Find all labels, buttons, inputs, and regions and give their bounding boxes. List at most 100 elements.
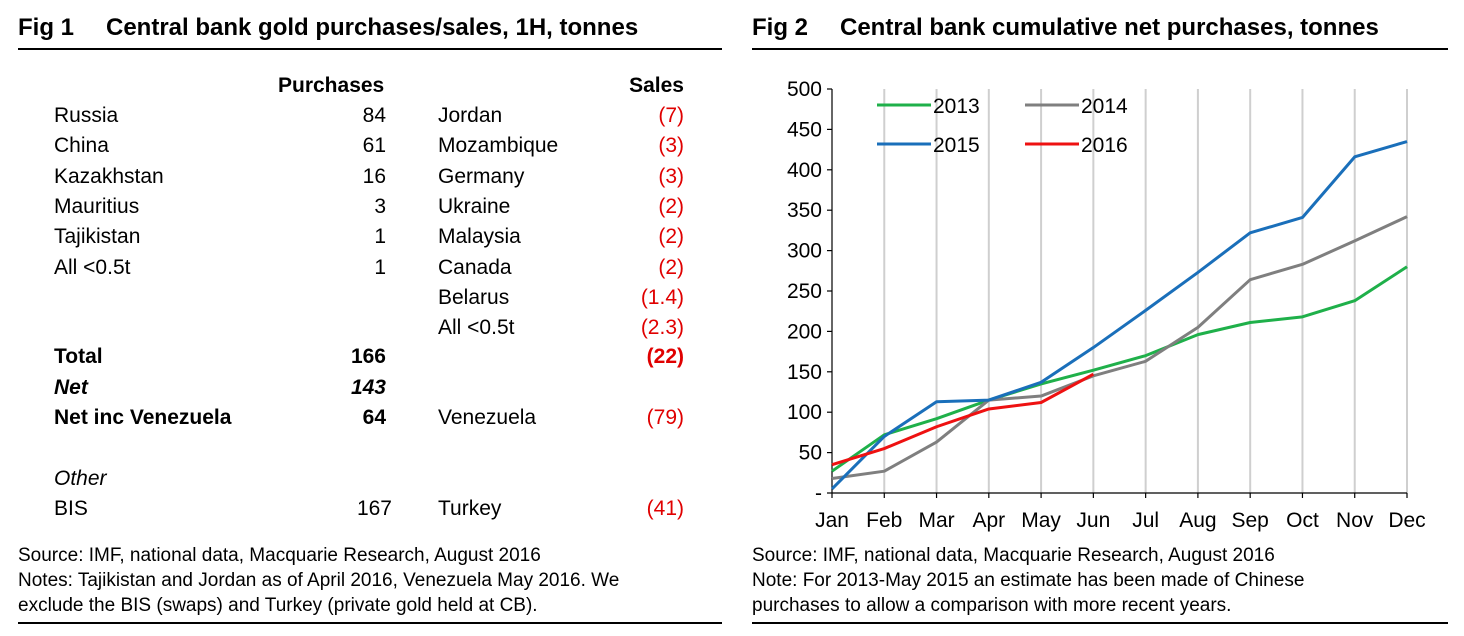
venezuela-value: (79) [646,406,684,429]
line-chart: - 50 100 150 200 250 300 350 400 450 500 Jan Feb Mar… [787,78,1426,532]
sales-country: Ukraine [438,194,511,218]
total-sales: (22) [646,345,684,368]
sales-country: Belarus [438,285,510,309]
purchase-value: 61 [362,134,386,158]
purchase-value: 16 [362,164,386,188]
net-venezuela-value: 64 [362,406,386,429]
x-tick-label: Aug [1179,509,1216,532]
sales-country: Malaysia [438,225,521,249]
y-tick-label: 50 [799,442,822,465]
fig1-title-text: Central bank gold purchases/sales, 1H, t… [106,14,639,41]
sales-country: Germany [438,164,525,188]
series-2013-line [831,265,1408,473]
x-tick-label: Jul [1132,509,1159,532]
sales-country: Jordan [438,104,503,127]
y-tick-label: 500 [787,78,822,101]
y-tick-label: 450 [787,118,822,141]
sales-header: Sales [629,74,684,97]
series-2014-line [831,215,1408,480]
turkey-value: (41) [646,497,684,520]
fig1-source: Source: IMF, national data, Macquarie Re… [18,543,619,618]
y-tick-label: 400 [787,159,822,182]
x-axis: Jan Feb Mar Apr May Jun Jul Aug Sep Oct Nov Dec [815,492,1426,532]
x-tick-label: Jan [815,509,849,532]
x-tick-label: Sep [1231,509,1268,532]
x-tick-label: Dec [1388,509,1425,532]
legend-label-2013: 2013 [933,95,980,118]
series-2015-line [830,140,1408,491]
sales-country: Canada [438,255,512,279]
sales-value: (3) [658,164,684,188]
sales-value: (2.3) [640,316,684,340]
total-purchases: 166 [350,345,386,368]
purchase-country: Tajikistan [54,225,141,249]
sales-value: (3) [658,134,684,158]
fig2-notes-line-1: Note: For 2013-May 2015 an estimate has … [752,570,1305,591]
legend-label-2016: 2016 [1081,134,1128,157]
sales-country: All <0.5t [438,316,515,340]
purchase-value: 84 [362,104,386,127]
turkey-label: Turkey [438,497,502,520]
y-tick-label: 150 [787,361,822,384]
sales-value: (7) [658,104,684,127]
y-tick-label: 200 [787,320,822,343]
x-tick-label: May [1021,509,1061,532]
purchase-country: China [54,134,109,158]
y-tick-label: 250 [787,280,822,303]
other-label: Other [54,467,107,490]
fig1-notes-line-1: Notes: Tajikistan and Jordan as of April… [18,570,620,591]
bis-value: 167 [356,497,392,520]
y-tick-label: 300 [787,240,822,263]
net-value: 143 [350,376,386,399]
purchases-header: Purchases [278,74,385,97]
fig2-source: Source: IMF, national data, Macquarie Re… [752,543,1304,618]
y-tick-label: 100 [787,401,822,424]
net-venezuela-label: Net inc Venezuela [54,406,232,429]
x-tick-label: Oct [1286,509,1319,532]
bis-label: BIS [54,497,88,520]
fig1-notes-line-2: exclude the BIS (swaps) and Turkey (priv… [18,595,538,616]
fig2-label: Fig 2 [752,14,809,41]
x-tick-label: Nov [1336,509,1374,532]
total-label: Total [54,345,103,368]
x-tick-label: Mar [918,509,954,532]
fig2-source-line: Source: IMF, national data, Macquarie Re… [752,545,1275,566]
purchase-country: All <0.5t [54,255,131,279]
fig2-title: Fig 2 Central bank cumulative net purchas… [752,14,1379,42]
purchase-country: Kazakhstan [54,164,164,188]
y-tick-label: - [815,482,822,505]
sales-value: (2) [658,225,684,249]
purchase-value: 3 [374,194,386,218]
sales-value: (2) [658,255,684,279]
purchase-value: 1 [374,225,386,249]
chart-legend: 2013 2014 2015 2016 [877,95,1128,157]
fig1-source-line: Source: IMF, national data, Macquarie Re… [18,545,541,566]
x-tick-label: Feb [866,509,902,532]
legend-label-2015: 2015 [933,134,980,157]
sales-value: (2) [658,194,684,218]
fig2-title-text: Central bank cumulative net purchases, t… [840,14,1379,41]
venezuela-label: Venezuela [438,406,537,429]
x-tick-label: Jun [1076,509,1110,532]
net-label: Net [54,376,88,399]
y-tick-label: 350 [787,199,822,222]
series-2016-line [831,372,1095,467]
fig1-label: Fig 1 [18,14,75,41]
fig2-notes-line-2: purchases to allow a comparison with mor… [752,595,1232,616]
sales-country: Mozambique [438,134,559,158]
fig1-top-rule [18,48,722,50]
purchase-country: Russia [54,104,119,127]
chart-grid [883,89,1408,493]
fig1-panel: Fig 1 Central bank gold purchases/sales, … [18,0,722,636]
fig1-bottom-rule [18,622,722,624]
chart-series [830,140,1408,491]
x-tick-label: Apr [972,509,1005,532]
legend-label-2014: 2014 [1081,95,1128,118]
y-axis: - 50 100 150 200 250 300 350 400 450 500 [787,78,833,505]
purchase-value: 1 [374,255,386,279]
fig2-top-rule [752,48,1448,50]
fig2-bottom-rule [752,622,1448,624]
fig2-panel: Fig 2 Central bank cumulative net purchas… [752,0,1448,636]
sales-value: (1.4) [640,285,684,309]
purchase-country: Mauritius [54,194,140,218]
